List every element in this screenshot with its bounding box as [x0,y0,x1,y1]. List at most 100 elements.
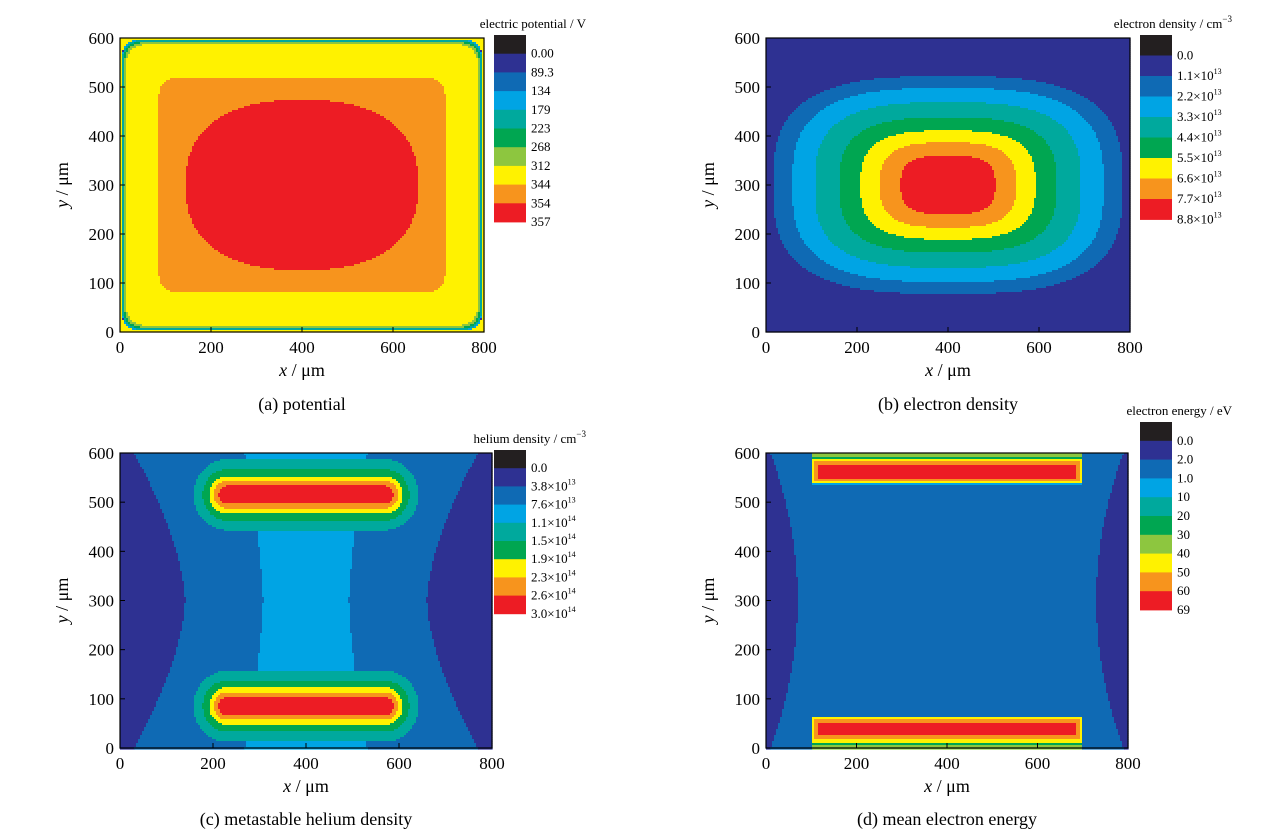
contour-cell [794,150,819,153]
contour-cell [120,649,177,652]
contour-cell [476,44,479,47]
contour-cell [852,230,885,233]
contour-cell [478,56,481,59]
contour-cell [480,142,483,145]
contour-cell [916,210,981,213]
contour-cell [480,124,483,127]
contour-cell [1036,196,1057,199]
contour-cell [1096,621,1129,624]
contour-cell [120,539,173,542]
contour-cell [126,296,479,299]
contour-cell [804,240,831,243]
contour-cell [394,124,447,127]
contour-cell [350,583,429,586]
x-axis-label: x / μm [923,776,970,796]
contour-cell [410,495,419,498]
contour-cell [1114,126,1131,129]
contour-cell [480,78,483,81]
contour-cell [792,182,817,185]
contour-cell [402,499,409,502]
y-tick-label: 400 [89,542,115,561]
contour-cell [482,60,485,63]
contour-cell [1010,158,1033,161]
contour-cell [1114,240,1131,243]
colorbar-level-label: 357 [531,214,551,229]
contour-cell [204,715,213,718]
contour-cell [834,102,911,105]
contour-cell [202,729,219,732]
contour-cell [124,168,127,171]
contour-cell [120,70,123,73]
contour-cell [354,535,441,538]
contour-cell [876,262,1021,265]
colorbar-level-label: 223 [531,121,551,136]
contour-cell [124,236,127,239]
contour-cell [408,519,447,522]
colorbar-swatch [494,559,526,578]
x-axis-unit: / μm [932,776,970,796]
contour-cell [414,152,447,155]
contour-cell [1102,160,1123,163]
contour-cell [1016,90,1073,93]
contour-cell [170,667,259,670]
contour-cell [444,88,479,91]
contour-cell [352,547,437,550]
contour-cell [212,473,401,476]
contour-cell [1082,475,1117,478]
contour-cell [470,324,475,327]
contour-cell [122,156,125,159]
contour-cell [162,689,199,692]
colorbar-level-label: 354 [531,195,551,210]
y-axis-unit: / μm [52,162,72,200]
contour-cell [1036,174,1057,177]
contour-cell [1082,723,1117,726]
contour-cell [820,258,861,261]
contour-cell [476,314,479,317]
contour-cell [1108,503,1129,506]
contour-cell [482,68,485,71]
contour-cell [136,457,247,460]
contour-cell [436,647,493,650]
contour-cell [210,703,215,706]
contour-cell [262,571,351,574]
contour-cell [432,565,493,568]
contour-cell [480,162,483,165]
contour-cell [122,120,125,123]
contour-cell [124,102,127,105]
contour-cell [232,110,373,113]
contour-cell [258,541,355,544]
contour-cell [478,188,481,191]
contour-cell [766,58,1131,61]
contour-cell [1080,727,1083,730]
contour-cell [158,134,201,137]
colorbar-level-label: 2.2×1013 [1177,88,1222,104]
contour-cell [1078,214,1103,217]
contour-cell [766,531,793,534]
contour-cell [444,282,479,285]
contour-cell [446,132,479,135]
contour-cell [126,102,159,105]
contour-cell [796,633,1099,636]
contour-cell [766,70,1131,73]
contour-cell [418,196,447,199]
contour-cell [444,278,479,281]
contour-cell [478,44,485,47]
contour-cell [480,290,483,293]
colorbar-swatch [1140,534,1172,554]
contour-cell [394,705,399,708]
contour-cell [148,477,199,480]
colorbar-swatch [494,468,526,487]
contour-cell [124,60,127,63]
contour-cell [1104,256,1131,259]
contour-cell [1100,222,1121,225]
contour-cell [212,246,393,249]
contour-cell [480,62,483,65]
contour-cell [1056,200,1081,203]
contour-cell [1118,733,1129,736]
contour-cell [474,44,477,47]
contour-cell [792,192,817,195]
contour-cell [416,208,447,211]
contour-cell [418,503,453,506]
contour-cell [1022,144,1049,147]
contour-cell [188,210,417,213]
